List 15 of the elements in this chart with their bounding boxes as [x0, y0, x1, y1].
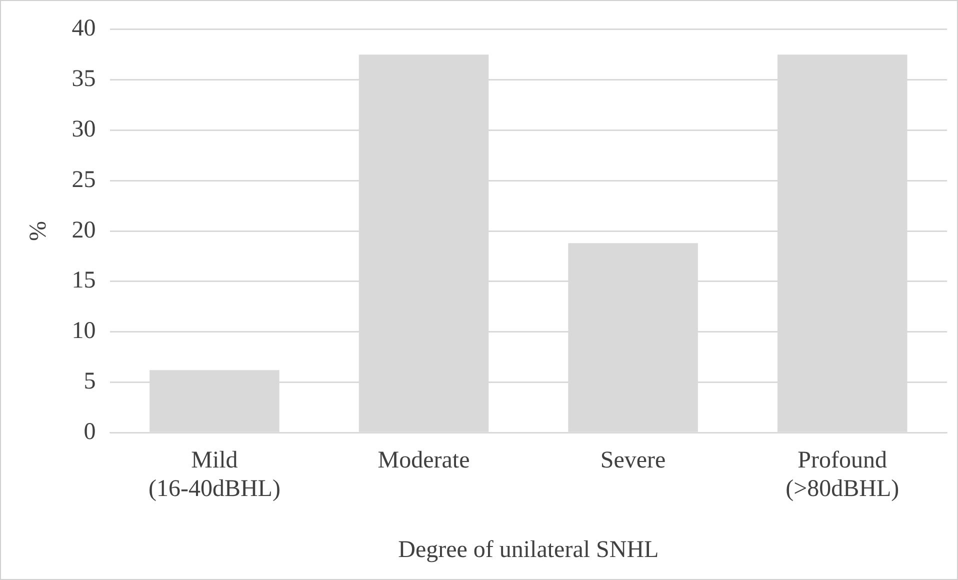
y-tick-label: 5 — [84, 368, 96, 394]
x-tick-label: Moderate — [378, 447, 470, 474]
x-tick-label: Mild (16-40dBHL) — [148, 447, 280, 502]
y-tick-label: 30 — [72, 116, 96, 142]
y-tick-label: 40 — [72, 16, 96, 42]
y-tick-label: 15 — [72, 268, 96, 294]
y-axis-title: % — [26, 221, 52, 241]
y-tick-label: 35 — [72, 66, 96, 92]
x-tick-label: Profound (>80dBHL) — [786, 447, 900, 502]
y-tick-label: 10 — [72, 318, 96, 344]
x-axis-title: Degree of unilateral SNHL — [398, 536, 659, 563]
y-tick-label: 0 — [84, 418, 96, 445]
y-tick-label: 25 — [72, 166, 96, 193]
x-tick-label: Severe — [600, 447, 666, 474]
y-tick-label: 20 — [72, 217, 96, 244]
